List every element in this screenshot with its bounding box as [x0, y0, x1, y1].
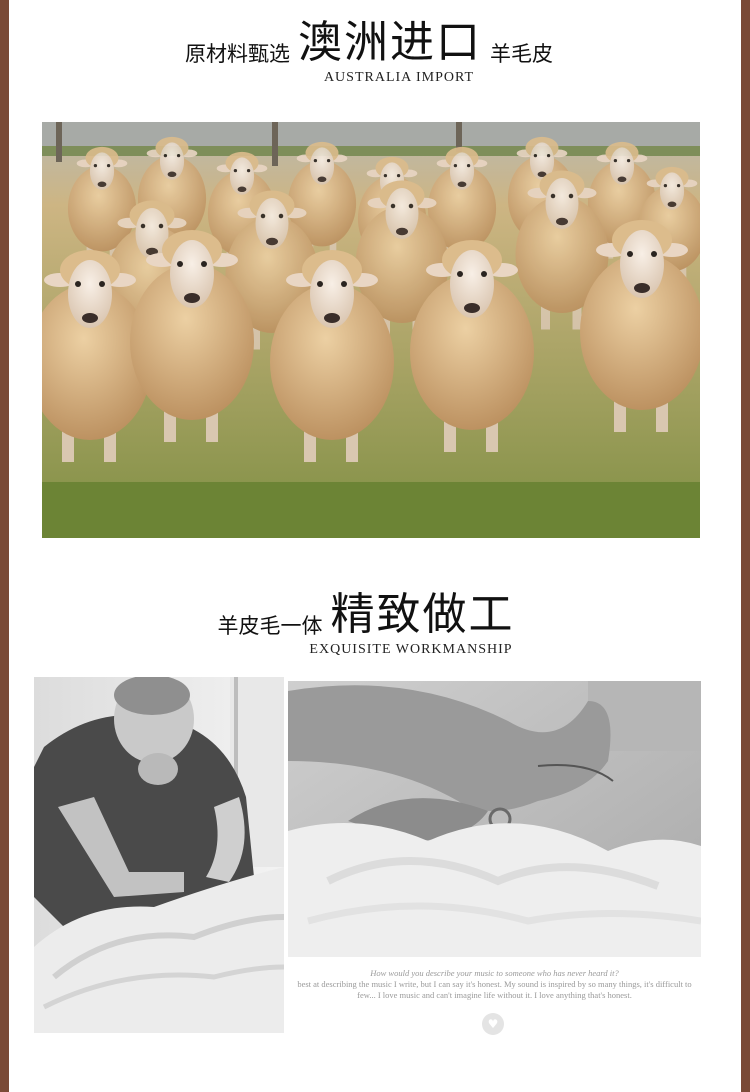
- right-frame-border: [741, 0, 750, 1092]
- sheep: [42, 250, 152, 462]
- import-heading: 原材料甄选 澳洲进口 羊毛皮 AUSTRALIA IMPORT: [0, 18, 750, 86]
- quote-line-3: few... I love music and can't imagine li…: [357, 990, 632, 1000]
- sheep: [355, 180, 449, 340]
- quote-line-2: best at describing the music I write, bu…: [297, 979, 692, 989]
- import-prefix: 原材料甄选: [185, 42, 290, 66]
- craftsman-photo: [34, 677, 284, 1033]
- import-subtitle: AUSTRALIA IMPORT: [323, 70, 475, 85]
- sewing-closeup-photo: [288, 681, 701, 957]
- sheep: [130, 230, 254, 442]
- sheep: [67, 146, 137, 264]
- sheep: [410, 240, 534, 452]
- quote-line-1: How would you describe your music to som…: [370, 968, 619, 978]
- sheep: [270, 250, 394, 462]
- sheep-flock-photo: [42, 122, 700, 538]
- workmanship-title: 精致做工: [330, 589, 515, 640]
- sheep: [287, 141, 357, 259]
- workmanship-subtitle: EXQUISITE WORKMANSHIP: [309, 642, 513, 657]
- sheep: [580, 220, 700, 432]
- workmanship-heading: 羊皮毛一体 精致做工 EXQUISITE WORKMANSHIP: [0, 590, 750, 658]
- heart-icon: ♥: [482, 1013, 504, 1035]
- workmanship-prefix: 羊皮毛一体: [217, 614, 323, 638]
- import-title: 澳洲进口: [298, 17, 482, 68]
- sheep: [225, 190, 319, 350]
- sheep: [515, 170, 609, 330]
- quote-text: How would you describe your music to som…: [288, 968, 701, 1001]
- import-suffix: 羊毛皮: [490, 42, 553, 66]
- left-frame-border: [0, 0, 9, 1092]
